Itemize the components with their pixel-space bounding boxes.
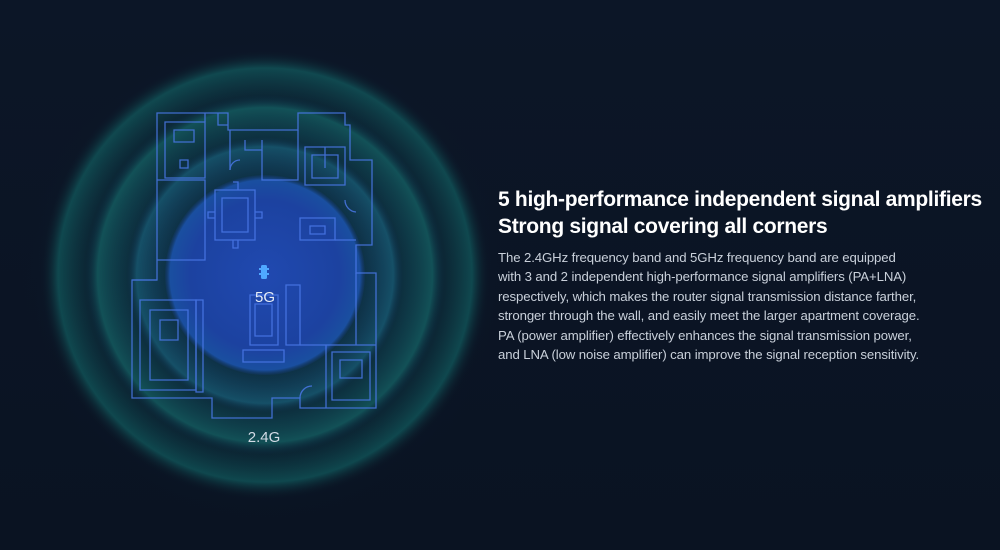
router-icon xyxy=(259,265,269,279)
body-line: The 2.4GHz frequency band and 5GHz frequ… xyxy=(498,250,896,265)
body-line: and LNA (low noise amplifier) can improv… xyxy=(498,347,920,363)
body-line: stronger through the wall, and easily me… xyxy=(498,308,920,324)
label-2-4g: 2.4G xyxy=(247,429,281,446)
headline: 5 high-performance independent signal am… xyxy=(498,186,988,240)
body-line: respectively, which makes the router sig… xyxy=(498,288,917,304)
label-5g: 5G xyxy=(254,289,275,306)
headline-line-2: Strong signal covering all corners xyxy=(498,215,828,238)
body-line: with 3 and 2 independent high-performanc… xyxy=(498,269,907,285)
feature-text-block: 5 high-performance independent signal am… xyxy=(498,186,988,364)
headline-line-1: 5 high-performance independent signal am… xyxy=(498,188,982,211)
body-paragraph: The 2.4GHz frequency band and 5GHz frequ… xyxy=(498,248,988,364)
body-line: PA (power amplifier) effectively enhance… xyxy=(498,327,912,343)
